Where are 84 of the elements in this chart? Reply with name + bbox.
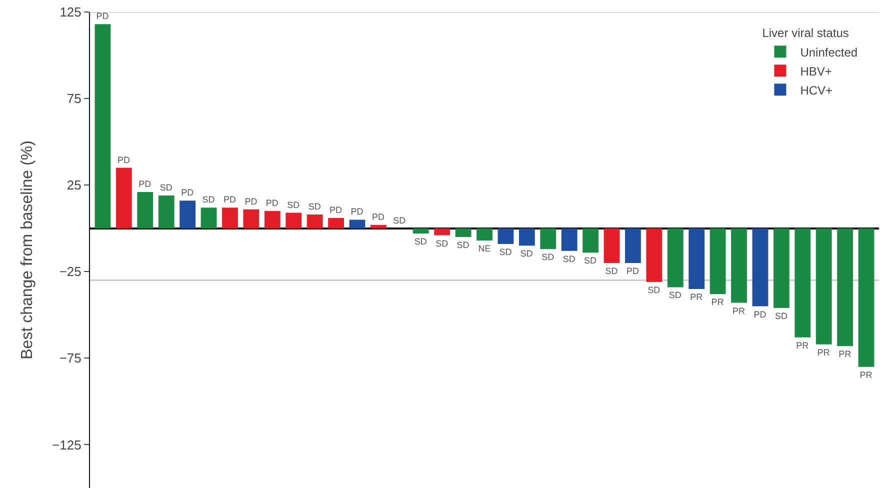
text: SD bbox=[308, 202, 321, 212]
bar bbox=[222, 208, 238, 228]
y-tick-label: 75 bbox=[66, 91, 82, 106]
bar bbox=[455, 228, 472, 238]
legend-label: Uninfected bbox=[800, 45, 858, 60]
y-tick-label: 25 bbox=[66, 178, 82, 193]
bar bbox=[710, 228, 726, 294]
bar bbox=[858, 228, 874, 367]
text: PD bbox=[754, 309, 766, 320]
y-tick-label: 125 bbox=[60, 4, 82, 20]
text: SD bbox=[584, 256, 597, 266]
y-axis-title: Best change from baseline (%) bbox=[19, 140, 36, 360]
text: PR bbox=[817, 347, 830, 358]
legend-label: HCV+ bbox=[800, 83, 833, 98]
bar bbox=[158, 195, 174, 228]
text: PD bbox=[266, 198, 278, 208]
bar bbox=[518, 228, 535, 246]
bar bbox=[476, 228, 492, 240]
bar bbox=[264, 211, 280, 228]
text: PR bbox=[860, 370, 872, 380]
legend-title: Liver viral status bbox=[762, 26, 849, 40]
bar bbox=[561, 228, 578, 251]
text: SD bbox=[499, 246, 512, 257]
text: PD bbox=[372, 212, 384, 222]
bar bbox=[412, 228, 429, 234]
bar bbox=[137, 192, 154, 228]
text: NE bbox=[478, 243, 491, 254]
bar bbox=[731, 228, 747, 303]
text: PD bbox=[181, 188, 194, 198]
bar bbox=[434, 228, 450, 236]
legend-label: HBV+ bbox=[800, 64, 832, 78]
text: SD bbox=[393, 215, 406, 226]
text: PR bbox=[796, 340, 809, 350]
bar bbox=[200, 208, 217, 228]
text: PD bbox=[330, 204, 342, 215]
text: SD bbox=[648, 285, 660, 296]
text: SD bbox=[520, 248, 533, 259]
text: PR bbox=[690, 292, 703, 302]
bar bbox=[306, 214, 323, 228]
text: SD bbox=[287, 200, 300, 210]
bar bbox=[243, 209, 260, 228]
text: SD bbox=[202, 194, 215, 205]
text: SD bbox=[668, 290, 682, 300]
text: PD bbox=[117, 154, 130, 165]
text: PD bbox=[350, 206, 364, 217]
bar bbox=[286, 212, 302, 228]
text: SD bbox=[456, 240, 470, 250]
bar bbox=[752, 228, 768, 306]
text: SD bbox=[542, 252, 554, 262]
text: PD bbox=[626, 266, 639, 276]
bar bbox=[116, 168, 132, 228]
text: SD bbox=[436, 238, 448, 248]
bar bbox=[604, 228, 620, 263]
bar bbox=[794, 228, 811, 338]
y-tick-label: −125 bbox=[52, 437, 82, 452]
bar bbox=[667, 228, 684, 288]
bar bbox=[837, 228, 854, 346]
text: PR bbox=[711, 297, 724, 308]
text: PD bbox=[244, 196, 258, 206]
text: SD bbox=[774, 310, 788, 321]
bar bbox=[582, 228, 598, 253]
text: PD bbox=[138, 179, 152, 190]
bar bbox=[540, 228, 556, 250]
text: PD bbox=[96, 11, 109, 22]
bar bbox=[646, 228, 662, 282]
text: PR bbox=[732, 306, 746, 316]
text: SD bbox=[605, 266, 618, 276]
bar bbox=[625, 228, 641, 263]
text: PD bbox=[223, 194, 236, 205]
bar bbox=[773, 228, 790, 308]
bar bbox=[180, 200, 196, 228]
text: SD bbox=[160, 182, 172, 192]
bar bbox=[94, 24, 111, 228]
text: SD bbox=[414, 236, 427, 247]
bar bbox=[816, 228, 832, 344]
bar bbox=[349, 220, 366, 228]
bar bbox=[370, 224, 386, 228]
bar bbox=[328, 218, 344, 228]
text: SD bbox=[562, 254, 576, 264]
text: PR bbox=[838, 349, 852, 360]
y-tick-label: −75 bbox=[59, 350, 82, 366]
bar bbox=[498, 228, 514, 244]
bar bbox=[688, 228, 705, 289]
y-tick-label: −25 bbox=[59, 264, 82, 280]
